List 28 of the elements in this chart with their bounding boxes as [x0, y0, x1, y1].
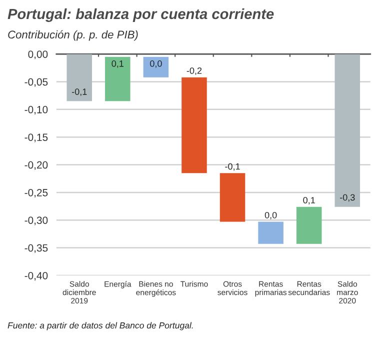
y-tick-label: -0,35 — [24, 244, 48, 253]
y-tick-label: -0,10 — [24, 106, 48, 115]
bar — [143, 56, 169, 78]
y-tick-label: -0,20 — [24, 161, 48, 170]
bar — [220, 173, 246, 222]
data-label: 0,1 — [112, 60, 124, 68]
data-label: -0,1 — [72, 88, 87, 96]
data-label: 0,0 — [150, 60, 162, 68]
y-tick-label: -0,15 — [24, 134, 48, 142]
bar — [296, 206, 322, 244]
source-note: Fuente: a partir de datos del Banco de Portugal. — [8, 322, 193, 330]
y-tick-label: -0,30 — [24, 216, 48, 226]
data-label: -0,3 — [340, 194, 355, 202]
chart-title: Portugal: balanza por cuenta corriente — [8, 8, 274, 22]
data-label: -0,2 — [186, 67, 202, 75]
y-tick-label: 0,00 — [28, 50, 48, 60]
data-label: 0,1 — [303, 197, 315, 204]
bar — [182, 77, 207, 174]
y-tick-label: -0,40 — [24, 272, 48, 281]
bar — [66, 54, 92, 102]
data-label: -0,1 — [225, 163, 240, 171]
bar — [105, 56, 130, 102]
chart-subtitle: Contribución (p. p. de PIB) — [8, 30, 138, 41]
y-tick-label: -0,05 — [24, 78, 48, 87]
y-tick-label: -0,25 — [24, 188, 48, 198]
bar — [334, 54, 360, 207]
data-label: 0,0 — [264, 212, 277, 220]
bar — [258, 222, 284, 244]
